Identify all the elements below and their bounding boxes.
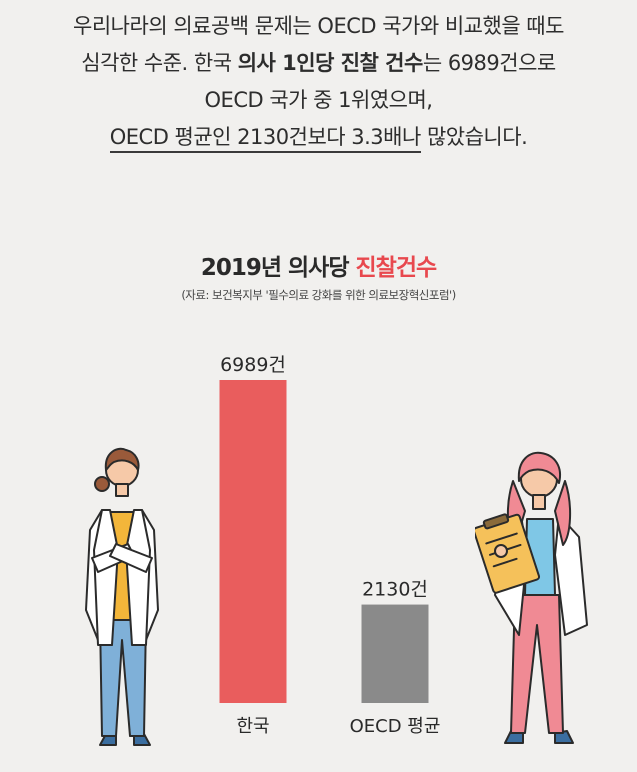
value-label-1: 2130건 [362,579,428,601]
intro-text: 우리나라의 의료공백 문제는 OECD 국가와 비교했을 때도 심각한 수준. … [0,8,637,156]
doctor-left-illustration [85,447,159,746]
category-label-1: OECD 평균 [350,716,441,737]
chart-title-highlight: 진찰건수 [355,255,438,281]
chart-title: 2019년 의사당 진찰건수 [200,255,438,281]
intro-highlight: 의사 1인당 진찰 건수 [237,51,424,75]
bar-0 [219,380,287,703]
intro-underline: OECD 평균인 2130건보다 3.3배나 [109,125,421,153]
category-label-0: 한국 [236,716,269,737]
value-label-0: 6989건 [220,354,286,376]
intro-line-3: OECD 국가 중 1위였으며, [204,88,433,112]
intro-line-1: 우리나라의 의료공백 문제는 OECD 국가와 비교했을 때도 [73,14,564,38]
chart-source: (자료: 보건복지부 '필수의료 강화를 위한 의료보장혁신포럼') [181,288,456,302]
intro-line-2: 심각한 수준. 한국 의사 1인당 진찰 건수는 6989건으로 [81,51,556,75]
bar-1 [361,604,429,703]
intro-line-4: OECD 평균인 2130건보다 3.3배나 많았습니다. [0,119,637,156]
doctor-right-illustration [475,451,588,744]
